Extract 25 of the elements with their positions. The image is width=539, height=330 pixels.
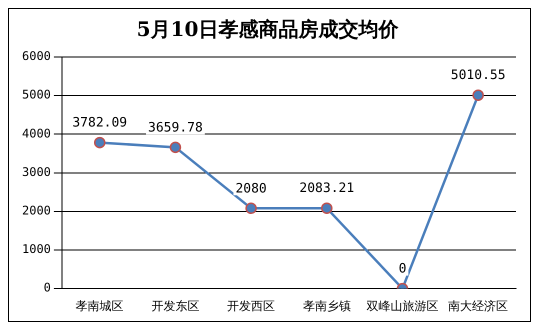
y-tick-label: 0 bbox=[44, 280, 51, 295]
y-tick-label: 6000 bbox=[22, 49, 51, 64]
point bbox=[472, 89, 484, 101]
y-tick-label: 1000 bbox=[22, 242, 51, 256]
data-label: 2083.21 bbox=[299, 181, 354, 196]
x-tick-label: 南大经济区 bbox=[448, 298, 508, 313]
data-label: 3782.09 bbox=[72, 116, 128, 131]
point bbox=[94, 136, 106, 148]
data-label: 2080 bbox=[235, 181, 267, 196]
point bbox=[170, 142, 182, 154]
x-tick-label: 开发西区 bbox=[227, 298, 276, 313]
data-label: 5010.55 bbox=[450, 68, 506, 84]
y-tick-label: 5000 bbox=[22, 88, 51, 102]
x-tick-label: 孝南城区 bbox=[76, 298, 124, 313]
y-tick-label: 4000 bbox=[22, 126, 51, 140]
point bbox=[321, 202, 333, 214]
data-label: 3659.78 bbox=[148, 120, 203, 136]
chart-title: 5月10日孝感商品房成交均价 bbox=[136, 17, 400, 42]
point bbox=[245, 202, 257, 214]
data-label: 0 bbox=[398, 262, 406, 277]
x-tick-label: 孝南乡镇 bbox=[302, 298, 351, 313]
y-tick-label: 3000 bbox=[22, 164, 51, 179]
y-tick-label: 2000 bbox=[22, 204, 51, 218]
x-tick-label: 双峰山旅游区 bbox=[366, 298, 438, 313]
x-tick-label: 开发东区 bbox=[151, 298, 200, 313]
